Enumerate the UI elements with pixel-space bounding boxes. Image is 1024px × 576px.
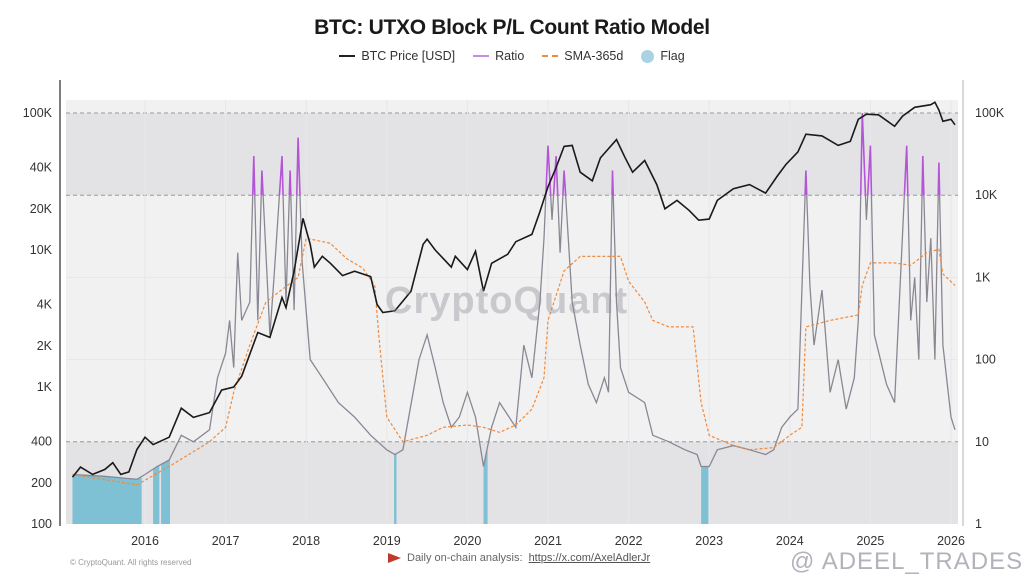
x-tick-label: 2017 (212, 534, 240, 548)
x-tick-label: 2016 (131, 534, 159, 548)
upper-band (66, 113, 958, 196)
left-tick-label: 2K (37, 339, 53, 353)
left-tick-label: 1K (37, 380, 53, 394)
legend-item-ratio[interactable]: Ratio (473, 49, 524, 63)
watermark-cryptoquant: CryptoQuant (385, 280, 629, 322)
left-tick-label: 100K (23, 106, 53, 120)
left-tick-label: 10K (30, 243, 53, 257)
x-tick-label: 2018 (292, 534, 320, 548)
legend-label: BTC Price [USD] (361, 49, 456, 63)
chart-title: BTC: UTXO Block P/L Count Ratio Model (314, 16, 710, 39)
legend-item-flag[interactable]: Flag (641, 49, 685, 63)
left-tick-label: 4K (37, 298, 53, 312)
left-tick-label: 400 (31, 435, 52, 449)
x-tick-label: 2024 (776, 534, 804, 548)
right-tick-label: 10K (975, 188, 998, 202)
flag-swatch (641, 49, 655, 63)
legend-item-price[interactable]: BTC Price [USD] (339, 49, 455, 63)
x-tick-label: 2021 (534, 534, 562, 548)
right-tick-label: 100 (975, 353, 996, 367)
flag-bar (140, 476, 142, 524)
ratio-line (72, 195, 956, 480)
right-tick-label: 1 (975, 517, 982, 531)
ratio-swatch (473, 55, 490, 57)
red-flag-icon (388, 553, 401, 563)
flag-bar (169, 460, 171, 524)
footer-text: Daily on-chain analysis: (407, 552, 523, 564)
flag-bar (486, 450, 488, 524)
x-tick-label: 2023 (695, 534, 723, 548)
x-tick-label: 2025 (856, 534, 884, 548)
legend: BTC Price [USD] Ratio SMA-365d Flag (0, 49, 1024, 63)
x-tick-label: 2026 (937, 534, 965, 548)
right-tick-label: 100K (975, 106, 1005, 120)
lower-band (66, 441, 958, 524)
right-tick-label: 10 (975, 435, 989, 449)
x-tick-label: 2019 (373, 534, 401, 548)
legend-item-sma[interactable]: SMA-365d (542, 49, 623, 63)
left-tick-label: 20K (30, 202, 53, 216)
watermark-adeel-trades: @ ADEEL_TRADES (790, 548, 1024, 575)
left-tick-label: 40K (30, 161, 53, 175)
sma-swatch (542, 55, 559, 57)
footer: Daily on-chain analysis: https://x.com/A… (388, 552, 650, 564)
sma-365d-line (72, 237, 956, 486)
footer-link[interactable]: https://x.com/AxelAdlerJr (528, 552, 651, 564)
x-tick-label: 2022 (615, 534, 643, 548)
price-swatch (339, 55, 356, 57)
flag-bar (707, 466, 709, 524)
legend-label: Flag (660, 49, 685, 63)
left-tick-label: 200 (31, 476, 52, 490)
x-tick-label: 2020 (453, 534, 481, 548)
legend-label: Ratio (495, 49, 525, 63)
flag-bar (395, 454, 397, 524)
copyright-text: © CryptoQuant. All rights reserved (70, 558, 192, 567)
btc-price-line (71, 101, 956, 478)
legend-label: SMA-365d (564, 49, 624, 63)
right-tick-label: 1K (975, 270, 991, 284)
left-tick-label: 100 (31, 517, 52, 531)
flag-bar (158, 465, 160, 524)
